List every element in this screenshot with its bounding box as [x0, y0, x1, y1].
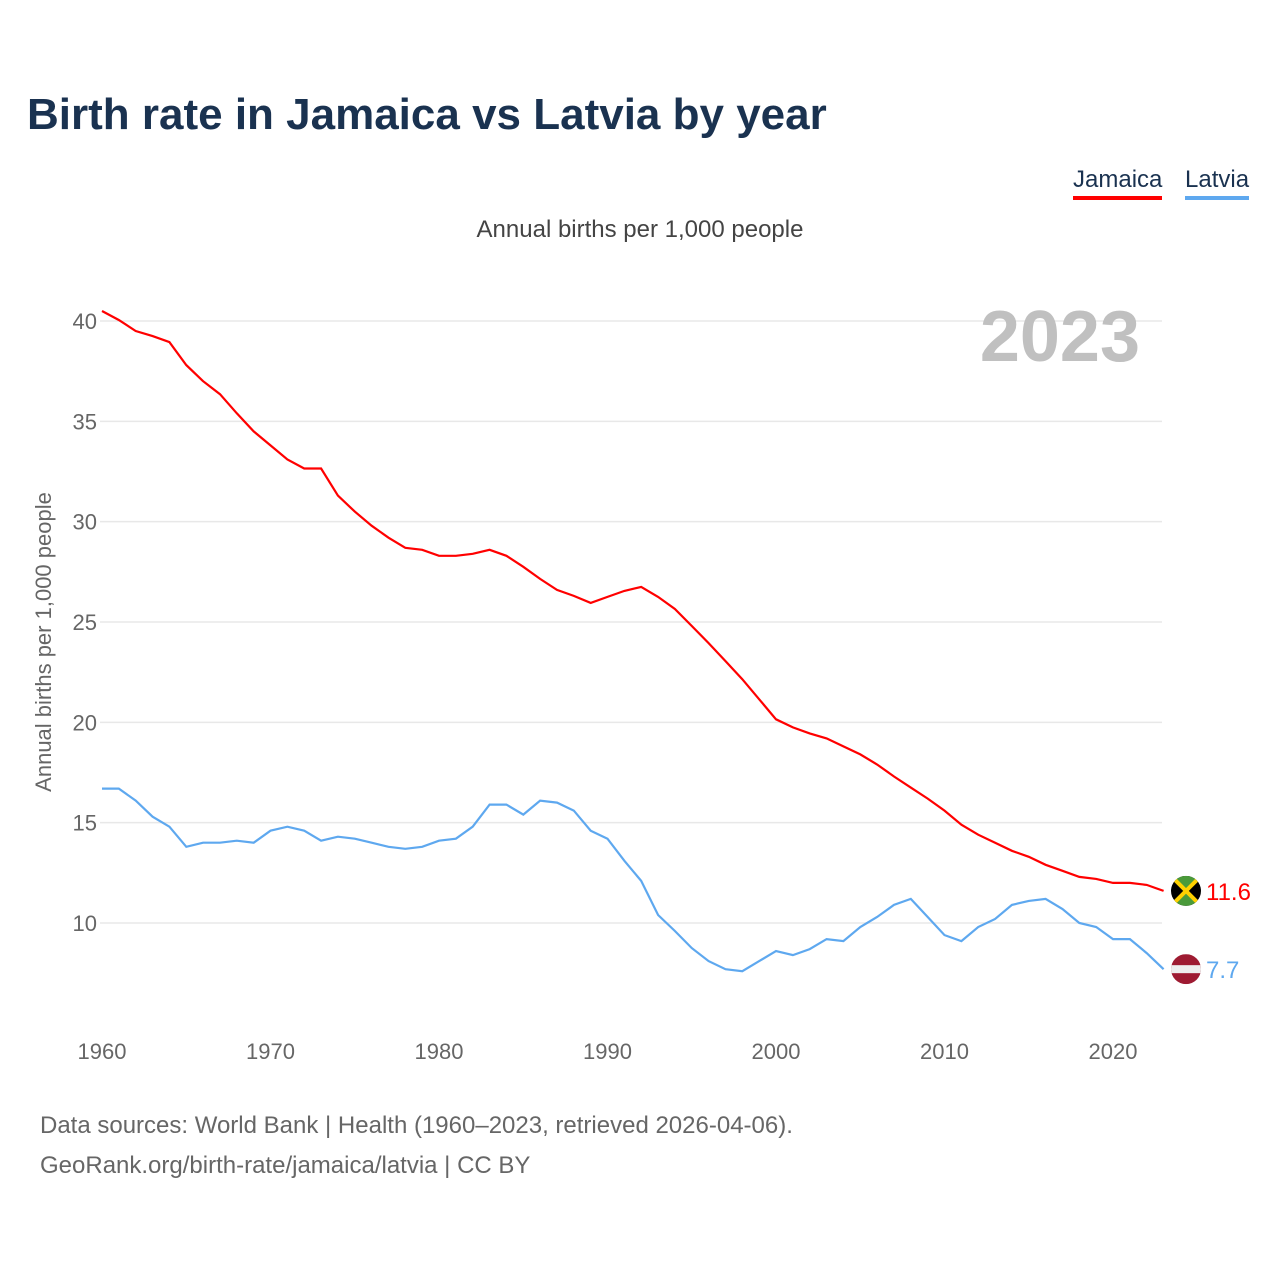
x-tick-label: 2010 — [920, 1039, 969, 1064]
latvia-flag-icon — [1171, 954, 1201, 985]
source-note: Data sources: World Bank | Health (1960–… — [40, 1106, 793, 1186]
legend-latvia[interactable]: Latvia — [1185, 166, 1250, 200]
jamaica-flag-icon — [1171, 875, 1201, 906]
x-tick-label: 2000 — [752, 1039, 801, 1064]
end-value-label-jamaica: 11.6 — [1206, 879, 1251, 906]
x-tick-label: 1970 — [246, 1039, 295, 1064]
series-line-jamaica — [101, 310, 1164, 892]
series-line-latvia — [102, 787, 1165, 973]
x-tick-label: 1960 — [78, 1039, 127, 1064]
y-tick-label: 15 — [73, 811, 97, 836]
end-value-label-latvia: 7.7 — [1206, 957, 1239, 984]
source-line: Data sources: World Bank | Health (1960–… — [40, 1112, 793, 1139]
y-tick-label: 35 — [73, 409, 97, 434]
source-link[interactable]: GeoRank.org/birth-rate/jamaica/latvia | … — [40, 1152, 531, 1179]
y-tick-label: 10 — [73, 911, 97, 936]
y-axis-label: Annual births per 1,000 people — [31, 492, 56, 792]
y-tick-label: 30 — [73, 510, 97, 535]
y-tick-label: 25 — [73, 610, 97, 635]
chart-title: Birth rate in Jamaica vs Latvia by year — [27, 90, 827, 139]
chart-subtitle: Annual births per 1,000 people — [476, 216, 804, 243]
x-tick-label: 2020 — [1089, 1039, 1138, 1064]
y-tick-label: 40 — [73, 309, 97, 334]
x-tick-label: 1990 — [583, 1039, 632, 1064]
y-tick-label: 20 — [73, 710, 97, 735]
legend-jamaica[interactable]: Jamaica — [1073, 166, 1163, 200]
year-label: 2023 — [980, 297, 1140, 377]
x-tick-label: 1980 — [415, 1039, 464, 1064]
